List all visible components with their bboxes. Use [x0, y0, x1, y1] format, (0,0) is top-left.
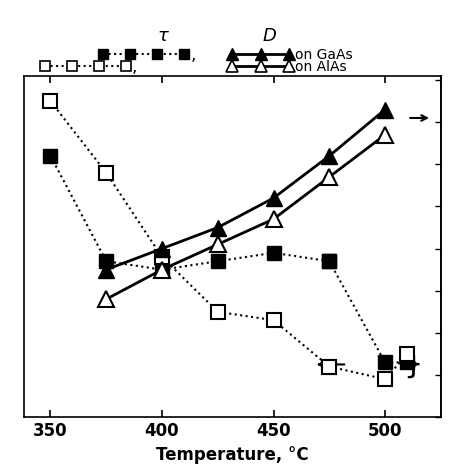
Text: ,: ,	[191, 46, 196, 64]
Text: $\}$: $\}$	[403, 349, 420, 380]
Text: on AlAs: on AlAs	[295, 60, 346, 73]
Text: ,: ,	[132, 58, 137, 76]
Text: $\tau$: $\tau$	[157, 27, 170, 45]
Text: $D$: $D$	[262, 27, 277, 45]
Text: on GaAs: on GaAs	[295, 48, 353, 62]
X-axis label: Temperature, °C: Temperature, °C	[156, 446, 309, 464]
